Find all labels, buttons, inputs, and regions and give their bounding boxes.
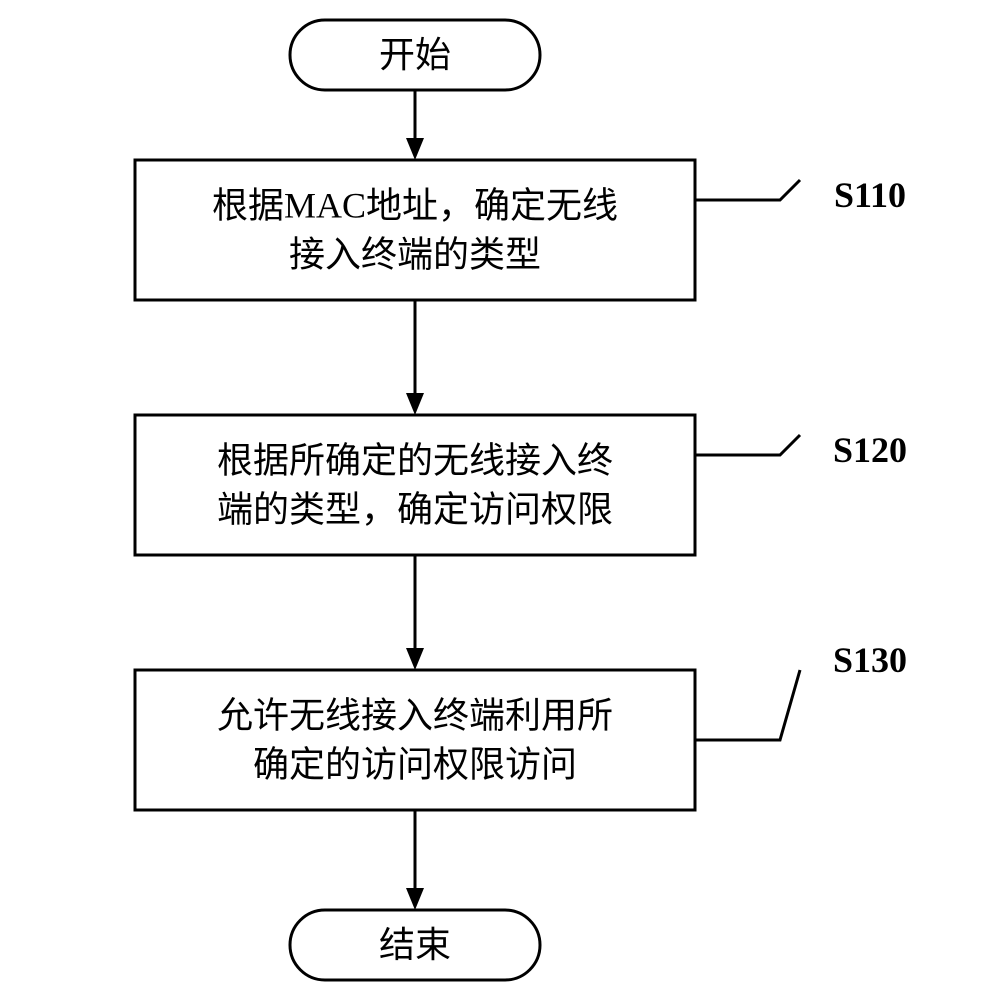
node-end: 结束 <box>290 910 540 980</box>
node-start: 开始 <box>290 20 540 90</box>
node-text-line: 根据所确定的无线接入终 <box>217 441 613 481</box>
node-s110: 根据MAC地址，确定无线接入终端的类型 <box>135 160 695 300</box>
node-s130: 允许无线接入终端利用所确定的访问权限访问 <box>135 670 695 810</box>
label-leader <box>695 435 800 455</box>
process-shape <box>135 160 695 300</box>
process-shape <box>135 670 695 810</box>
process-shape <box>135 415 695 555</box>
node-text-line: 根据MAC地址，确定无线 <box>212 186 618 226</box>
label-leader <box>695 670 800 740</box>
label-leader <box>695 180 800 200</box>
node-text-line: 允许无线接入终端利用所 <box>217 696 613 736</box>
node-text: 结束 <box>379 925 451 965</box>
edge-arrowhead <box>406 888 424 910</box>
node-text-line: 接入终端的类型 <box>289 234 541 274</box>
flowchart-canvas: 开始根据MAC地址，确定无线接入终端的类型 S110 根据所确定的无线接入终端的类型… <box>0 0 1000 992</box>
step-label: S130 <box>833 640 907 680</box>
edge-arrowhead <box>406 393 424 415</box>
node-s120: 根据所确定的无线接入终端的类型，确定访问权限 <box>135 415 695 555</box>
step-label: S120 <box>833 430 907 470</box>
step-label: S110 <box>834 175 906 215</box>
node-text-line: 确定的访问权限访问 <box>253 744 577 784</box>
edge-arrowhead <box>406 138 424 160</box>
node-text-line: 端的类型，确定访问权限 <box>217 489 613 529</box>
node-text: 开始 <box>379 35 451 75</box>
edge-arrowhead <box>406 648 424 670</box>
